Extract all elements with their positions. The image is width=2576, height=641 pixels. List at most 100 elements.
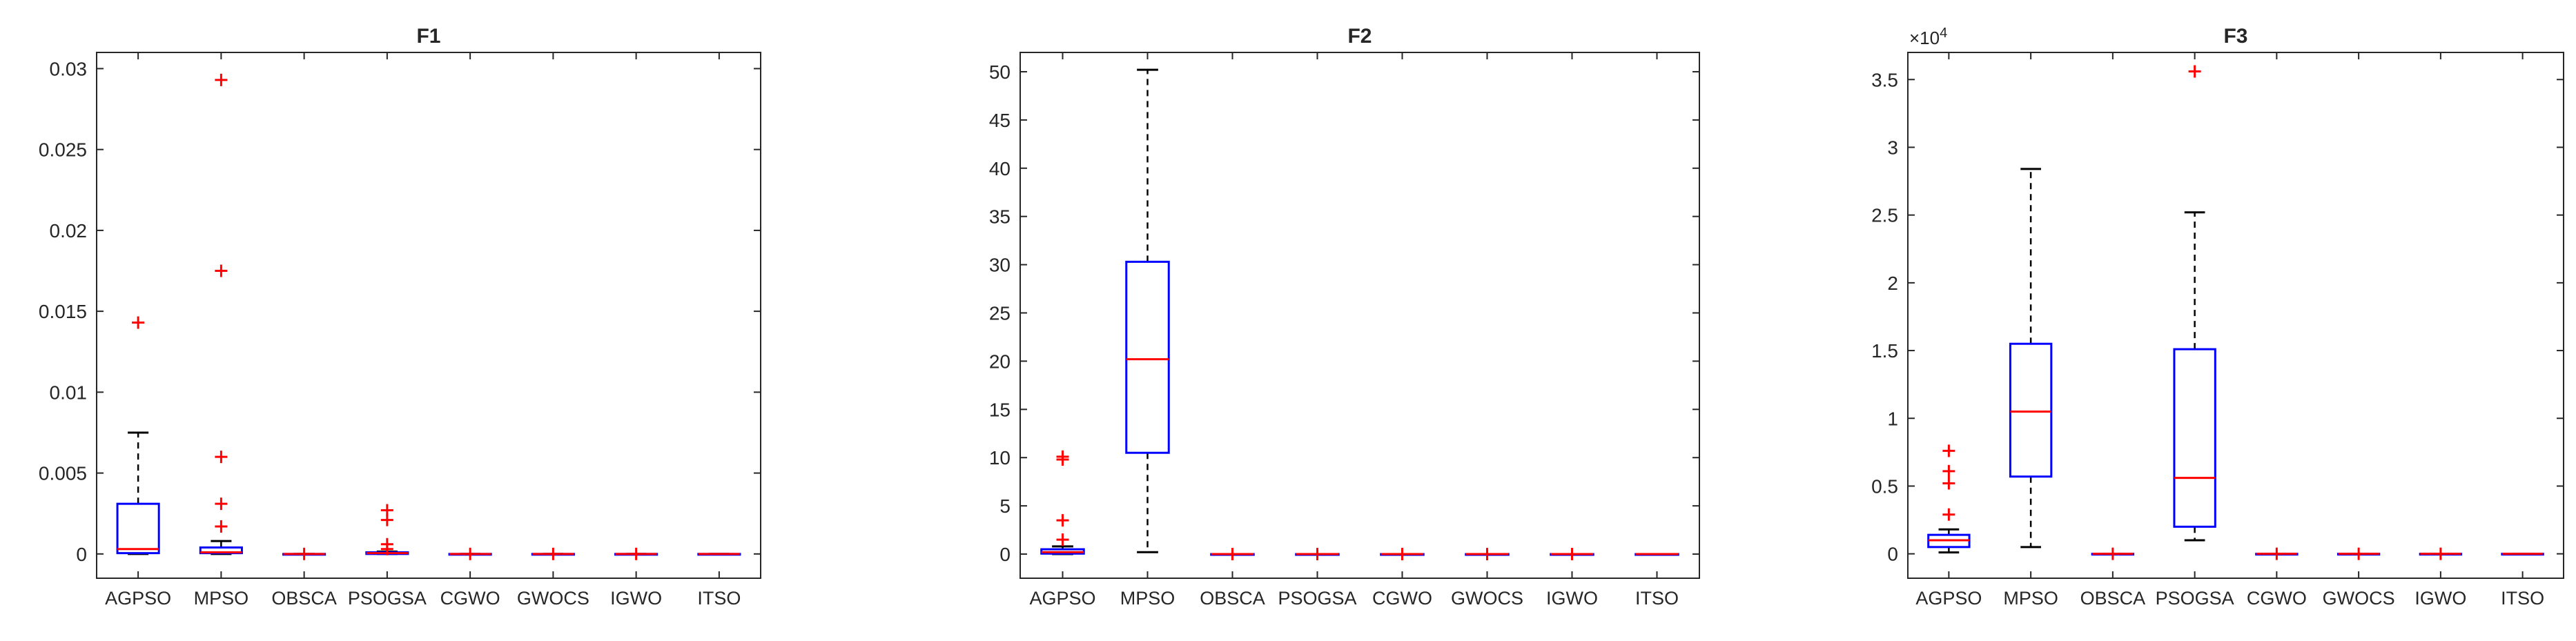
x-tick-label: ITSO	[2501, 588, 2544, 609]
x-tick-label: CGWO	[440, 588, 500, 609]
outlier-marker	[215, 451, 228, 464]
outlier-marker	[215, 73, 228, 86]
outlier-marker	[1481, 548, 1494, 561]
chart-title: F2	[1347, 25, 1372, 48]
outlier-marker	[2270, 547, 2283, 560]
box-itso	[697, 553, 741, 556]
outlier-marker	[380, 504, 393, 517]
x-tick-label: OBSCA	[271, 588, 337, 609]
x-tick-label: PSOGSA	[348, 588, 427, 609]
outlier-marker	[215, 264, 228, 277]
box-igwo	[614, 547, 658, 560]
outlier-marker	[2188, 65, 2201, 78]
box-agpso	[1040, 450, 1085, 555]
box-psogsa	[2173, 65, 2216, 542]
x-tick-label: AGPSO	[105, 588, 171, 609]
outlier-marker	[1942, 477, 1955, 490]
y-tick-label: 0.005	[39, 463, 87, 484]
box-igwo	[1550, 548, 1594, 561]
y-tick-label: 2.5	[1871, 205, 1898, 226]
box-cgwo	[1380, 548, 1425, 561]
exponent-power: 4	[1940, 26, 1947, 41]
iqr-box	[2173, 348, 2216, 528]
outlier-marker	[1565, 548, 1579, 561]
box-psogsa	[365, 504, 409, 555]
x-tick-label: OBSCA	[2080, 588, 2146, 609]
outlier-marker	[1311, 548, 1324, 561]
outlier-marker	[1056, 450, 1069, 463]
x-tick-label: IGWO	[2414, 588, 2466, 609]
x-tick-label: OBSCA	[1200, 588, 1265, 609]
box-psogsa	[1295, 548, 1340, 561]
box-itso	[1635, 553, 1679, 556]
outlier-marker	[1226, 548, 1239, 561]
x-tick-label: AGPSO	[1029, 588, 1095, 609]
box-gwocs	[1465, 548, 1510, 561]
y-tick-label: 1	[1887, 408, 1898, 429]
y-tick-label: 35	[989, 206, 1011, 228]
outlier-marker	[1942, 508, 1955, 521]
box-obsca	[2091, 547, 2135, 560]
x-tick-label: CGWO	[2247, 588, 2307, 609]
y-tick-label: 30	[989, 255, 1011, 276]
outlier-marker	[464, 547, 477, 560]
outlier-marker	[215, 497, 228, 511]
outlier-marker	[2106, 547, 2119, 560]
y-tick-label: 3.5	[1871, 69, 1898, 90]
x-tick-label: ITSO	[1635, 588, 1679, 609]
iqr-box	[1125, 260, 1170, 454]
outlier-marker	[1396, 548, 1409, 561]
chart-title: F3	[2223, 25, 2247, 48]
box-itso	[2501, 553, 2544, 556]
outlier-marker	[547, 547, 560, 560]
outlier-marker	[2434, 547, 2447, 560]
outlier-marker	[380, 538, 393, 551]
y-tick-label: 2	[1887, 273, 1898, 294]
y-tick-label: 0.5	[1871, 475, 1898, 497]
x-tick-label: ITSO	[697, 588, 741, 609]
y-tick-label: 1.5	[1871, 340, 1898, 362]
y-tick-label: 0.025	[39, 139, 87, 161]
iqr-box	[2009, 342, 2053, 478]
x-tick-label: GWOCS	[2323, 588, 2395, 609]
y-tick-label: 20	[989, 351, 1011, 372]
box-mpso	[199, 73, 243, 555]
y-tick-label: 0	[1887, 544, 1898, 565]
box-gwocs	[2336, 547, 2381, 560]
box-gwocs	[531, 547, 575, 560]
outlier-marker	[1942, 444, 1955, 457]
x-tick-label: GWOCS	[1451, 588, 1523, 609]
axes-frame	[1019, 52, 1700, 579]
y-tick-label: 0.03	[50, 58, 88, 79]
x-tick-label: CGWO	[1372, 588, 1432, 609]
y-exponent-label: ×104	[1909, 26, 1947, 48]
box-mpso	[1125, 68, 1170, 553]
y-tick-label: 0	[76, 544, 87, 565]
outlier-marker	[1942, 464, 1955, 477]
outlier-marker	[1056, 514, 1069, 527]
chart-panel-f3: F3 ×104 0 0.5 1 1.5 2 2.5 3 3.5 AGPSO MPSO OBSCA PSOG…	[1871, 25, 2564, 609]
chart-panel-f1: F1 0 0.005 0.01 0.015 0.02 0.025 0.03 AGPSO MPSO O…	[39, 25, 761, 609]
box-agpso	[116, 316, 160, 555]
y-tick-label: 45	[989, 110, 1011, 131]
x-tick-label: AGPSO	[1915, 588, 1982, 609]
y-tick-label: 15	[989, 399, 1011, 420]
x-tick-label: PSOGSA	[2156, 588, 2234, 609]
y-tick-label: 25	[989, 303, 1011, 324]
y-tick-label: 50	[989, 61, 1011, 83]
x-tick-label: IGWO	[1546, 588, 1598, 609]
x-tick-label: PSOGSA	[1278, 588, 1356, 609]
chart-panel-f2: F2 0 5 10 15 20 25 30 35 40 45 50 AGPSO MPSO OBSCA PSOG…	[989, 25, 1700, 609]
outlier-marker	[2352, 547, 2365, 560]
box-igwo	[2419, 547, 2463, 560]
axes-frame	[1907, 52, 2564, 579]
box-agpso	[1927, 444, 1971, 554]
box-cgwo	[2255, 547, 2299, 560]
x-tick-label: GWOCS	[517, 588, 589, 609]
y-tick-label: 10	[989, 447, 1011, 469]
y-tick-label: 0.01	[50, 382, 88, 403]
box-mpso	[2009, 168, 2053, 549]
outlier-marker	[1056, 533, 1069, 546]
outlier-marker	[297, 547, 311, 560]
box-obsca	[1210, 548, 1255, 561]
